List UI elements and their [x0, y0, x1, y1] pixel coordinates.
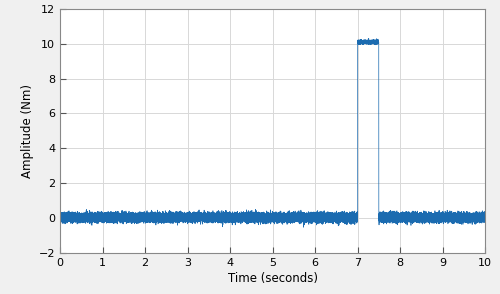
X-axis label: Time (seconds): Time (seconds) [228, 272, 318, 285]
Y-axis label: Amplitude (Nm): Amplitude (Nm) [22, 84, 35, 178]
